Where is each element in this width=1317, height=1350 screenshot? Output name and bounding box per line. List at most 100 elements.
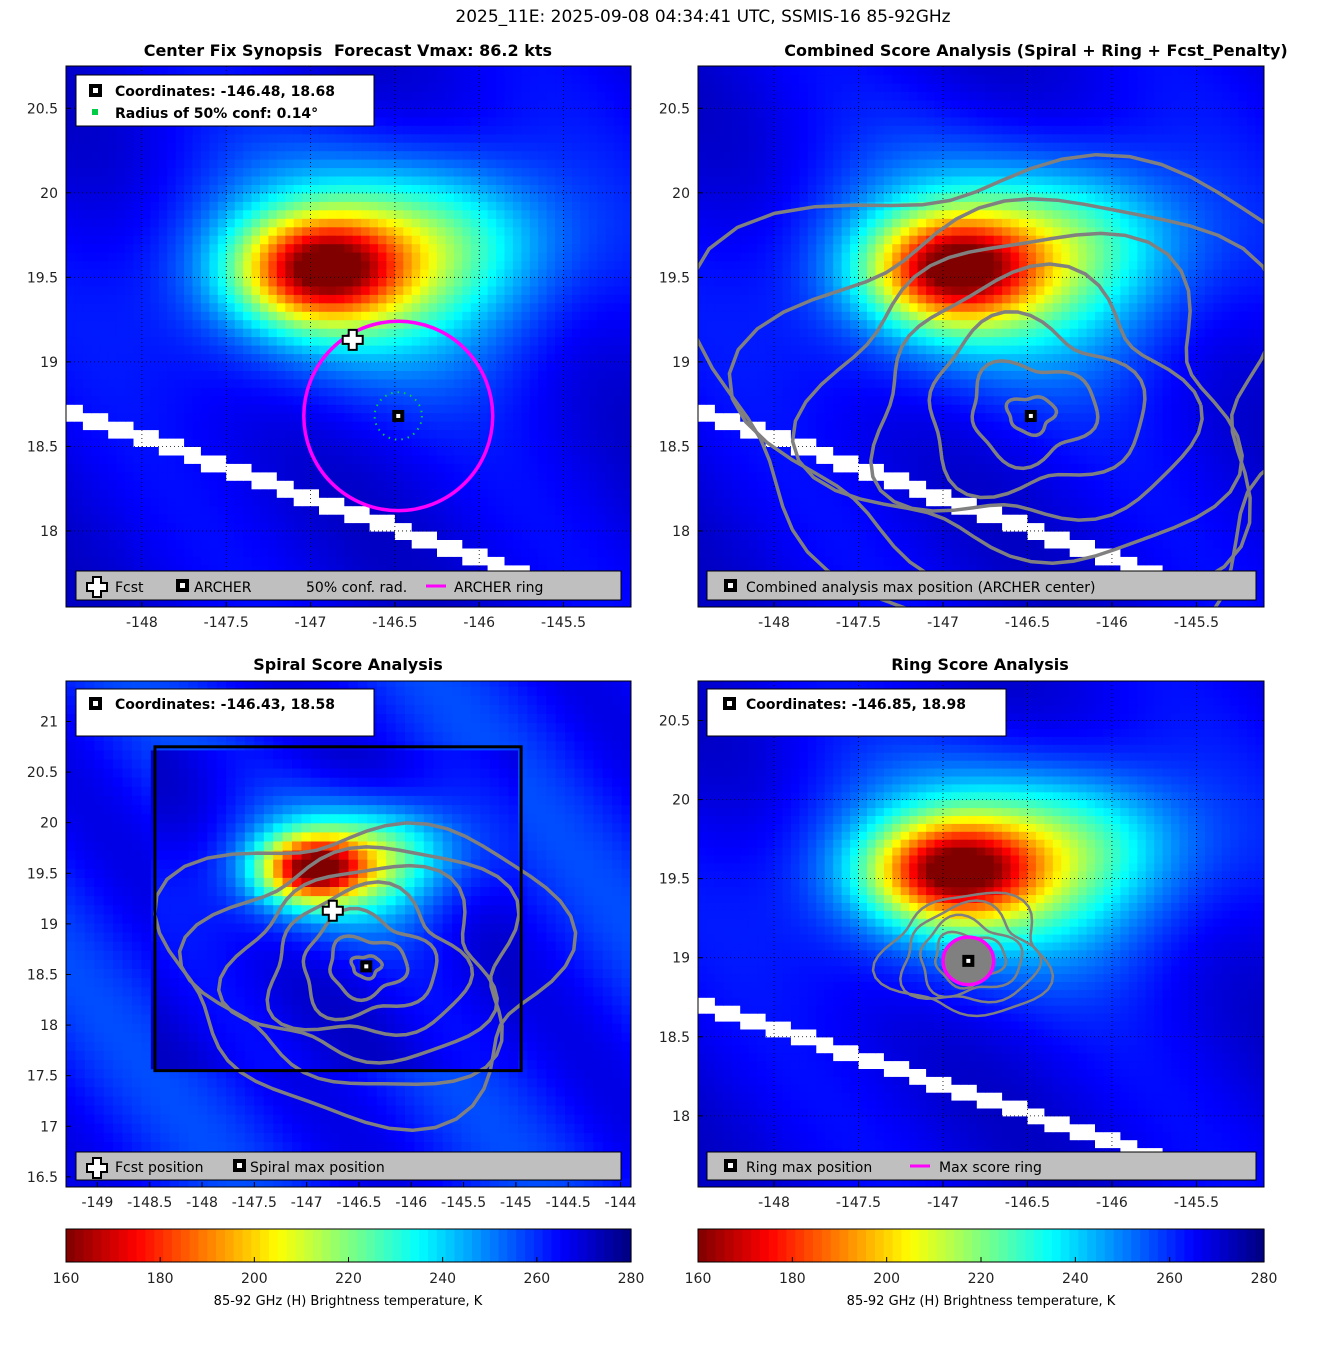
heatmap-cell xyxy=(175,319,185,329)
heatmap-cell xyxy=(361,564,371,574)
heatmap-cell xyxy=(310,412,320,422)
heatmap-cell xyxy=(192,488,202,498)
heatmap-cell xyxy=(226,133,236,143)
heatmap-cell xyxy=(580,378,590,388)
heatmap-cell xyxy=(167,209,177,219)
heatmap-cell xyxy=(167,201,177,211)
heatmap-cell xyxy=(378,66,387,76)
heatmap-cell xyxy=(226,505,236,515)
heatmap-cell xyxy=(66,159,75,169)
heatmap-cell xyxy=(968,539,978,549)
heatmap-cell xyxy=(285,218,295,228)
heatmap-cell xyxy=(82,277,92,287)
heatmap-cell xyxy=(268,302,278,312)
heatmap-cell xyxy=(293,480,303,490)
heatmap-cell xyxy=(462,514,472,524)
heatmap-cell xyxy=(1095,556,1104,566)
heatmap-cell xyxy=(521,353,531,363)
heatmap-cell xyxy=(209,184,219,194)
heatmap-cell xyxy=(99,167,109,177)
heatmap-cell xyxy=(496,378,506,388)
heatmap-cell xyxy=(479,277,489,287)
heatmap-cell xyxy=(116,66,126,76)
heatmap-cell xyxy=(934,598,944,607)
heatmap-cell xyxy=(133,150,143,160)
heatmap-cell xyxy=(369,446,379,456)
heatmap-cell xyxy=(116,429,126,439)
heatmap-cell xyxy=(293,319,303,329)
heatmap-cell xyxy=(327,547,337,557)
heatmap-cell xyxy=(251,395,261,405)
heatmap-cell xyxy=(276,564,286,574)
heatmap-cell xyxy=(167,454,177,464)
heatmap-cell xyxy=(125,184,134,194)
heatmap-cell xyxy=(394,421,404,431)
heatmap-cell xyxy=(209,370,219,380)
heatmap-cell xyxy=(614,133,624,143)
heatmap-cell xyxy=(378,159,387,169)
heatmap-cell xyxy=(394,522,404,532)
heatmap-cell xyxy=(310,353,320,363)
heatmap-cell xyxy=(420,99,430,109)
heatmap-cell xyxy=(310,150,320,160)
heatmap-cell xyxy=(1137,564,1147,574)
heatmap-cell xyxy=(479,294,489,304)
heatmap-cell xyxy=(175,142,185,152)
heatmap-cell xyxy=(698,564,707,574)
heatmap-cell xyxy=(386,530,396,540)
heatmap-cell xyxy=(420,421,430,431)
heatmap-cell xyxy=(555,539,565,549)
heatmap-cell xyxy=(504,159,514,169)
heatmap-cell xyxy=(394,243,404,253)
heatmap-cell xyxy=(572,159,581,169)
heatmap-cell xyxy=(234,209,244,219)
heatmap-cell xyxy=(302,235,312,245)
heatmap-cell xyxy=(319,319,328,329)
heatmap-cell xyxy=(555,319,565,329)
heatmap-cell xyxy=(951,564,961,574)
heatmap-cell xyxy=(1162,598,1172,607)
heatmap-cell xyxy=(394,471,404,481)
heatmap-cell xyxy=(496,108,506,118)
heatmap-cell xyxy=(175,260,185,270)
heatmap-cell xyxy=(310,556,320,566)
heatmap-cell xyxy=(192,598,202,607)
heatmap-cell xyxy=(411,522,421,532)
heatmap-cell xyxy=(327,285,337,295)
heatmap-cell xyxy=(251,556,261,566)
heatmap-cell xyxy=(437,488,446,498)
heatmap-cell xyxy=(150,142,160,152)
heatmap-cell xyxy=(411,539,421,549)
heatmap-cell xyxy=(234,547,244,557)
heatmap-cell xyxy=(512,184,522,194)
heatmap-cell xyxy=(175,530,185,540)
heatmap-cell xyxy=(184,370,194,380)
heatmap-cell xyxy=(504,522,514,532)
heatmap-cell xyxy=(158,159,168,169)
heatmap-cell xyxy=(420,226,430,236)
heatmap-cell xyxy=(209,421,219,431)
heatmap-cell xyxy=(217,184,227,194)
heatmap-cell xyxy=(293,218,303,228)
heatmap-cell xyxy=(403,522,413,532)
heatmap-cell xyxy=(234,522,244,532)
heatmap-cell xyxy=(631,523,640,532)
heatmap-cell xyxy=(133,370,143,380)
heatmap-cell xyxy=(184,167,194,177)
heatmap-cell xyxy=(285,260,295,270)
heatmap-cell xyxy=(572,125,581,135)
heatmap-cell xyxy=(1179,598,1189,607)
heatmap-cell xyxy=(141,446,151,456)
heatmap-cell xyxy=(597,421,607,431)
heatmap-cell xyxy=(243,454,253,464)
heatmap-cell xyxy=(512,74,522,84)
heatmap-cell xyxy=(605,488,615,498)
heatmap-cell xyxy=(622,522,631,532)
heatmap-cell xyxy=(158,429,168,439)
heatmap-cell xyxy=(1204,564,1214,574)
heatmap-cell xyxy=(234,319,244,329)
heatmap-cell xyxy=(66,243,75,253)
heatmap-cell xyxy=(66,209,75,219)
heatmap-cell xyxy=(175,556,185,566)
heatmap-cell xyxy=(1204,556,1214,566)
